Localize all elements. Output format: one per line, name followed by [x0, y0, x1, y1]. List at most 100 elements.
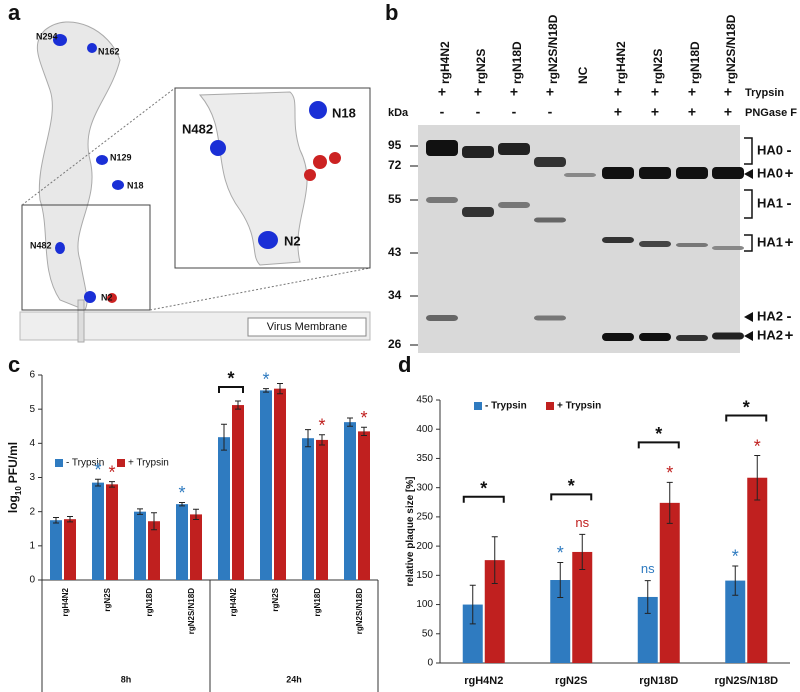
error-bar: [666, 481, 673, 524]
glycan: [313, 155, 327, 169]
glycosite: [96, 155, 108, 165]
band: [712, 246, 744, 250]
arrow: [744, 312, 753, 322]
y-tick-label: 1: [29, 540, 35, 551]
panel-label: c: [8, 352, 20, 377]
y-tick-label: 300: [416, 482, 433, 493]
significance: *: [557, 543, 564, 563]
band: [712, 332, 744, 340]
bar: [637, 596, 658, 663]
bracket: [550, 493, 593, 501]
lane-label: rgN2S: [474, 49, 488, 84]
error-bar: [347, 417, 353, 427]
lane-label: rgN18D: [510, 41, 524, 84]
bar: [176, 504, 188, 580]
band: [426, 140, 458, 156]
y-tick-label: 0: [29, 575, 35, 586]
significance: *: [94, 460, 101, 480]
significance: *: [178, 483, 185, 503]
bracket: [744, 137, 753, 165]
band: [498, 143, 530, 155]
band: [426, 197, 458, 203]
y-label-part: 10: [14, 486, 23, 495]
marker-label: 43: [388, 245, 402, 259]
glycosite: [210, 140, 226, 156]
y-label: log10 PFU/ml: [6, 442, 22, 513]
bracket-label: *: [743, 397, 750, 417]
bar: [190, 514, 202, 580]
sign: +: [651, 104, 659, 120]
error-bar: [557, 561, 564, 599]
y-tick-label: 6: [29, 370, 35, 381]
significance: ns: [575, 515, 589, 530]
sign: +: [474, 84, 482, 100]
error-bar: [67, 515, 73, 523]
significance: *: [262, 369, 269, 389]
bar: [550, 580, 571, 663]
glycan: [304, 169, 316, 181]
lane-label: rgN2S/N18D: [546, 14, 560, 84]
bar: [50, 520, 62, 580]
error-bar: [732, 565, 739, 596]
y-tick-label: 400: [416, 424, 433, 435]
sign: -: [548, 104, 553, 120]
structure-panel: Virus Membrane N294 N162 N129 N18 N482 N…: [19, 21, 371, 343]
band: [602, 333, 634, 341]
error-bar: [579, 533, 586, 570]
bracket-label: *: [227, 369, 234, 389]
error-bar: [361, 426, 367, 436]
band: [602, 237, 634, 243]
sign: -: [512, 104, 517, 120]
sign: -: [476, 104, 481, 120]
legend-swatch: [546, 402, 554, 410]
bracket: [462, 495, 505, 503]
marker-label: 34: [388, 288, 402, 302]
band-label: HA2: [757, 327, 783, 342]
error-bar: [235, 400, 241, 410]
sign: +: [724, 104, 732, 120]
group-label: 24h: [286, 674, 302, 684]
glycan: [329, 152, 341, 164]
significance: *: [732, 547, 739, 567]
zoom-line: [149, 267, 371, 311]
band: [498, 202, 530, 208]
marker-label: 26: [388, 337, 402, 351]
band: [676, 167, 708, 179]
x-tick-label: rgN18D: [145, 588, 154, 617]
bar: [358, 431, 370, 580]
error-bar: [151, 512, 157, 531]
band: [639, 241, 671, 247]
glycosite: [112, 180, 124, 190]
zoom-line: [21, 87, 176, 206]
lane-label: rgN2S/N18D: [724, 14, 738, 84]
band-label: HA0: [757, 165, 783, 180]
x-tick-label: rgN2S: [103, 587, 112, 611]
error-bar: [179, 501, 185, 507]
glycosite-label: N18: [127, 180, 144, 190]
bracket: [637, 441, 680, 449]
band-sign: +: [785, 327, 794, 344]
bar: [92, 482, 104, 580]
sign: +: [614, 84, 622, 100]
error-bar: [193, 508, 199, 521]
band: [462, 146, 494, 158]
band-sign: +: [785, 165, 794, 182]
bar: [64, 519, 76, 580]
y-label-part: log: [6, 495, 20, 513]
sign: -: [440, 104, 445, 120]
significance: *: [666, 463, 673, 483]
marker-label: 95: [388, 138, 402, 152]
sign: +: [724, 84, 732, 100]
y-label-part: PFU/ml: [6, 442, 20, 483]
error-bar: [469, 584, 476, 625]
membrane-label: Virus Membrane: [267, 321, 348, 333]
band: [712, 167, 744, 179]
legend-swatch: [117, 459, 125, 467]
band: [462, 207, 494, 217]
lane-label: rgN2S: [651, 49, 665, 84]
glycosite-label: N294: [36, 31, 58, 41]
gel-panel: kDa: [388, 107, 740, 353]
x-tick-label: rgN2S: [555, 675, 587, 687]
significance: *: [108, 462, 115, 482]
x-tick-label: rgN18D: [639, 675, 678, 687]
